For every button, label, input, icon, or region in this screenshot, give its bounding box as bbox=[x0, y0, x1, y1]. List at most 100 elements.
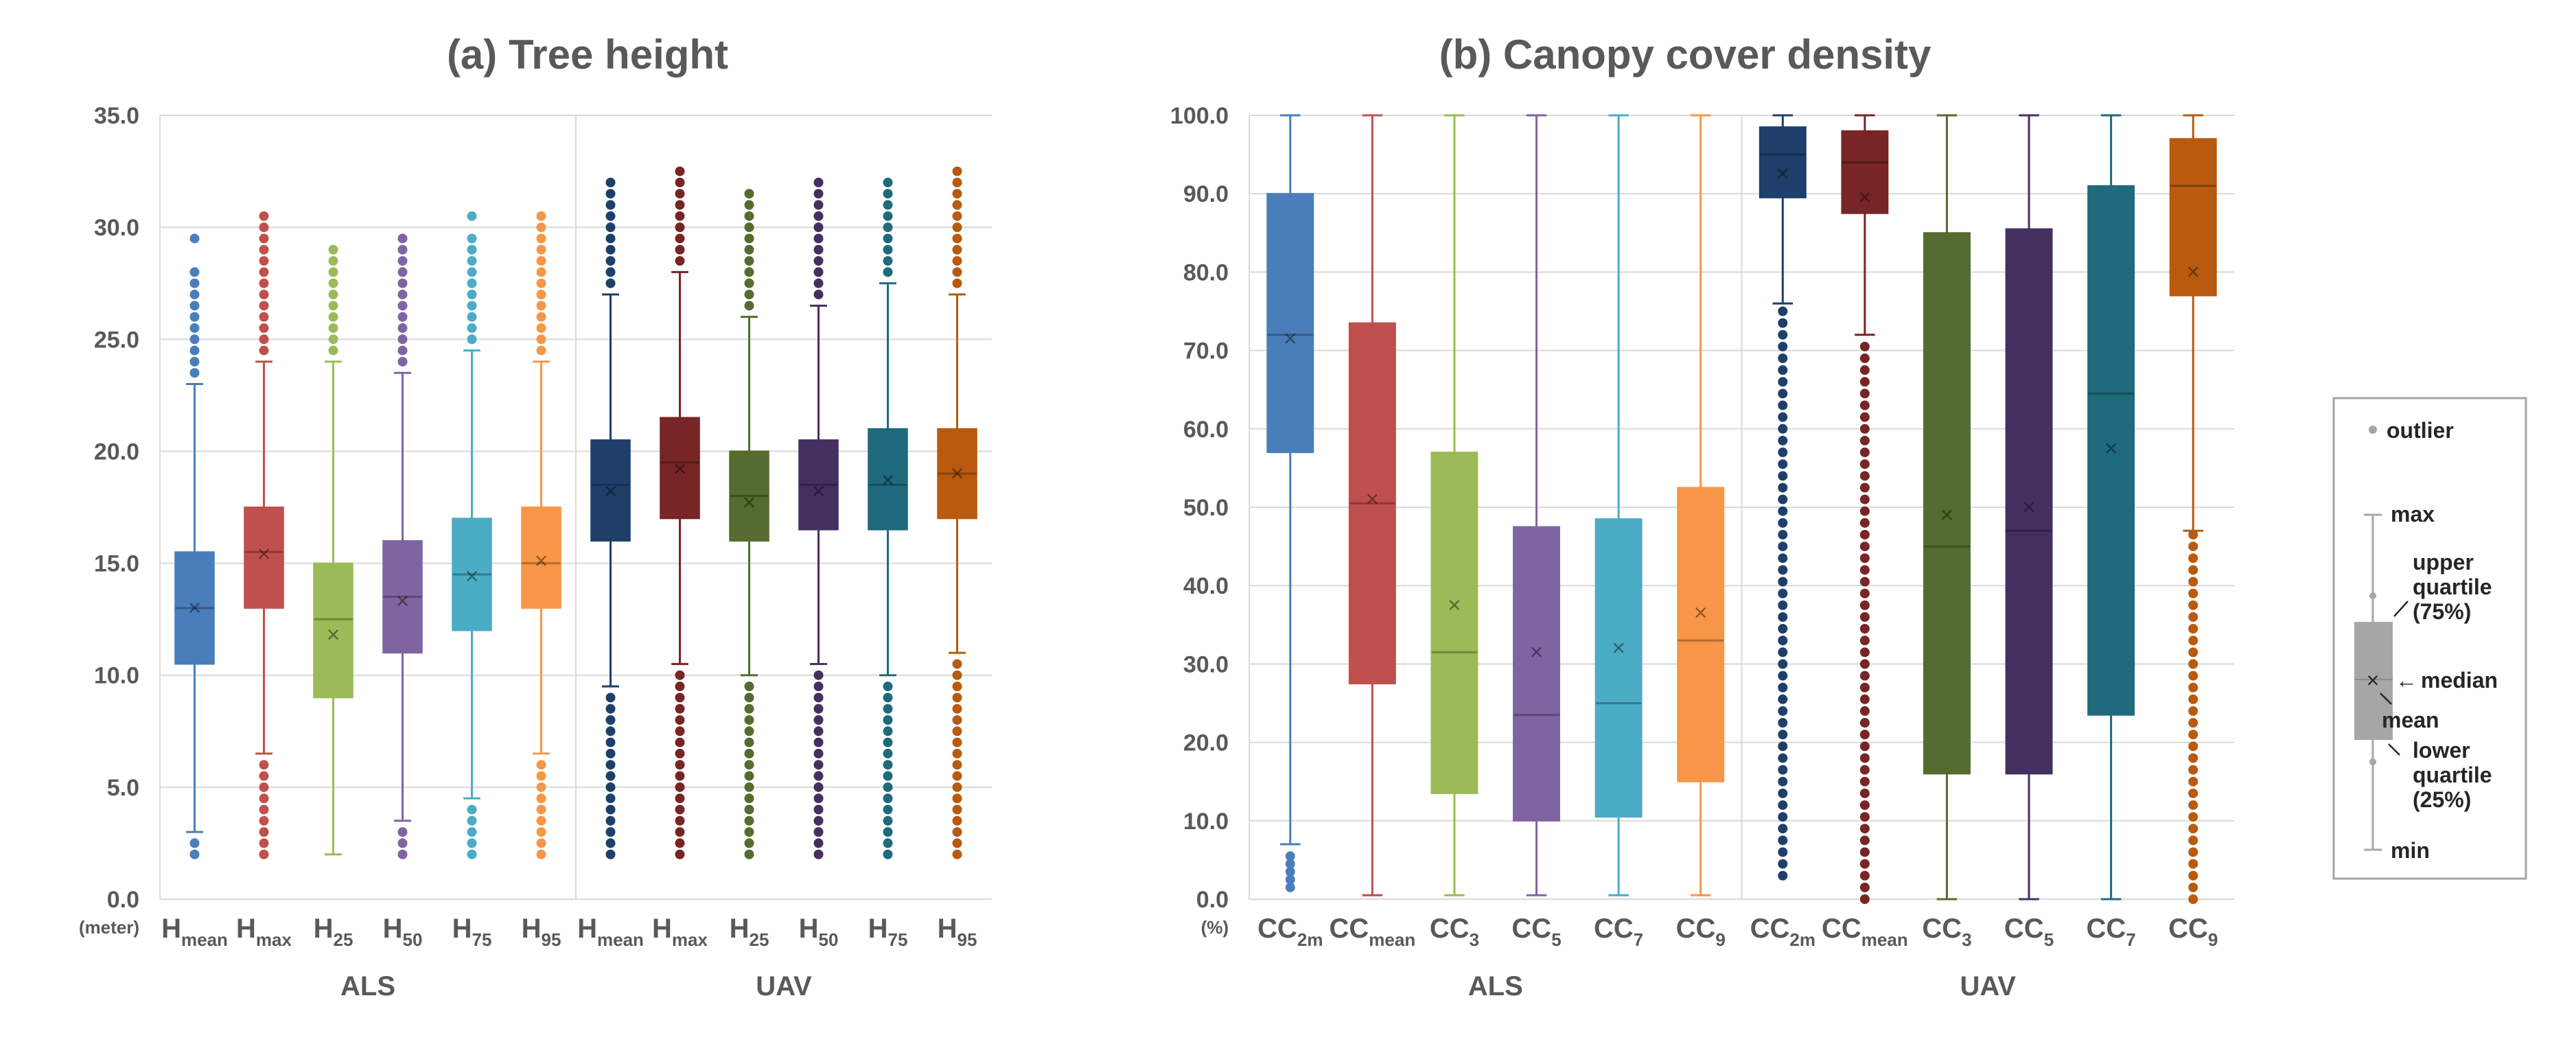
legend-outlier-dot-upper bbox=[2369, 592, 2376, 599]
outlier-point bbox=[1778, 612, 1788, 622]
outlier-point bbox=[259, 290, 269, 300]
outlier-point bbox=[1859, 870, 1870, 881]
outlier-point bbox=[1859, 741, 1870, 752]
outlier-point bbox=[189, 345, 200, 356]
outlier-point bbox=[1859, 659, 1870, 669]
outlier-point bbox=[675, 222, 685, 233]
outlier-point bbox=[467, 334, 477, 345]
outlier-point bbox=[1859, 341, 1870, 351]
outlier-point bbox=[1859, 671, 1870, 681]
outlier-point bbox=[1859, 588, 1870, 599]
outlier-point bbox=[883, 200, 893, 210]
mean-marker: × bbox=[257, 542, 271, 568]
outlier-point bbox=[675, 726, 685, 736]
outlier-point bbox=[952, 166, 962, 176]
outlier-point bbox=[2188, 659, 2198, 669]
mean-marker: × bbox=[881, 467, 895, 494]
outlier-point bbox=[1859, 365, 1870, 375]
outlier-point bbox=[744, 278, 754, 288]
outlier-point bbox=[2188, 741, 2198, 752]
outlier-point bbox=[1859, 776, 1870, 787]
mean-marker: × bbox=[1365, 487, 1379, 513]
outlier-point bbox=[883, 849, 893, 859]
outlier-point bbox=[605, 793, 616, 804]
group-label-uav: UAV bbox=[1960, 971, 2017, 1001]
outlier-point bbox=[952, 233, 962, 244]
outlier-point bbox=[1778, 835, 1788, 846]
outlier-point bbox=[744, 726, 754, 736]
outlier-point bbox=[1778, 483, 1788, 493]
legend-lower-quartile-line2: quartile bbox=[2413, 763, 2492, 787]
outlier-point bbox=[605, 256, 616, 266]
y-tick-label: 0.0 bbox=[107, 887, 139, 913]
mean-marker: × bbox=[1530, 639, 1544, 665]
outlier-point bbox=[1859, 529, 1870, 540]
outlier-point bbox=[1778, 471, 1788, 481]
iqr-box bbox=[313, 562, 353, 699]
outlier-point bbox=[467, 290, 477, 300]
outlier-point bbox=[536, 815, 546, 826]
outlier-point bbox=[536, 771, 546, 781]
y-tick-label: 50.0 bbox=[1183, 495, 1229, 521]
y-tick-label: 20.0 bbox=[94, 439, 139, 465]
box-h-max-uav: × bbox=[660, 166, 700, 859]
outlier-point bbox=[536, 345, 546, 356]
outlier-point bbox=[2188, 694, 2198, 704]
outlier-point bbox=[189, 368, 200, 378]
y-tick-label: 30.0 bbox=[94, 215, 139, 241]
outlier-point bbox=[1859, 835, 1870, 846]
y-tick-label: 25.0 bbox=[94, 327, 139, 353]
outlier-point bbox=[744, 244, 754, 255]
outlier-point bbox=[536, 804, 546, 815]
outlier-point bbox=[744, 748, 754, 758]
mean-marker: × bbox=[1858, 185, 1872, 211]
outlier-point bbox=[1778, 671, 1788, 681]
outlier-point bbox=[952, 782, 962, 792]
y-tick-label: 0.0 bbox=[1196, 887, 1229, 913]
outlier-point bbox=[2188, 671, 2198, 681]
outlier-point bbox=[952, 793, 962, 804]
outlier-point bbox=[1859, 765, 1870, 775]
outlier-point bbox=[952, 659, 962, 669]
outlier-point bbox=[536, 838, 546, 848]
box-cc-3-als: × bbox=[1430, 114, 1478, 896]
legend-outlier-dot-lower bbox=[2369, 758, 2376, 765]
outlier-point bbox=[259, 256, 269, 266]
outlier-point bbox=[675, 760, 685, 770]
outlier-point bbox=[2188, 682, 2198, 693]
outlier-point bbox=[952, 670, 962, 680]
outlier-point bbox=[2188, 624, 2198, 634]
outlier-point bbox=[813, 827, 824, 837]
mean-marker: × bbox=[1612, 636, 1625, 662]
outlier-point bbox=[1859, 435, 1870, 445]
outlier-point bbox=[605, 233, 616, 244]
outlier-point bbox=[2188, 588, 2198, 599]
outlier-point bbox=[952, 256, 962, 266]
outlier-point bbox=[1859, 577, 1870, 587]
outlier-point bbox=[1859, 494, 1870, 504]
outlier-point bbox=[744, 827, 754, 837]
outlier-point bbox=[1778, 730, 1788, 740]
outlier-point bbox=[952, 200, 962, 210]
outlier-point bbox=[813, 211, 824, 221]
group-label-uav: UAV bbox=[756, 971, 812, 1001]
outlier-point bbox=[1778, 506, 1788, 516]
outlier-point bbox=[1778, 388, 1788, 399]
outlier-point bbox=[605, 244, 616, 255]
outlier-point bbox=[328, 323, 338, 333]
chart-title: (a) Tree height bbox=[447, 32, 728, 78]
mean-marker: × bbox=[1776, 161, 1789, 187]
outlier-point bbox=[259, 222, 269, 233]
outlier-point bbox=[2188, 788, 2198, 798]
legend-upper-quartile-line3: (75%) bbox=[2413, 599, 2471, 624]
iqr-box bbox=[937, 428, 977, 520]
iqr-box bbox=[174, 551, 215, 665]
outlier-point bbox=[883, 737, 893, 747]
outlier-point bbox=[813, 815, 824, 826]
outlier-point bbox=[467, 838, 477, 848]
legend-upper-quartile-line2: quartile bbox=[2413, 575, 2492, 599]
y-tick-label: 10.0 bbox=[1183, 809, 1229, 835]
outlier-point bbox=[1859, 624, 1870, 634]
outlier-point bbox=[397, 838, 408, 848]
outlier-point bbox=[675, 782, 685, 792]
